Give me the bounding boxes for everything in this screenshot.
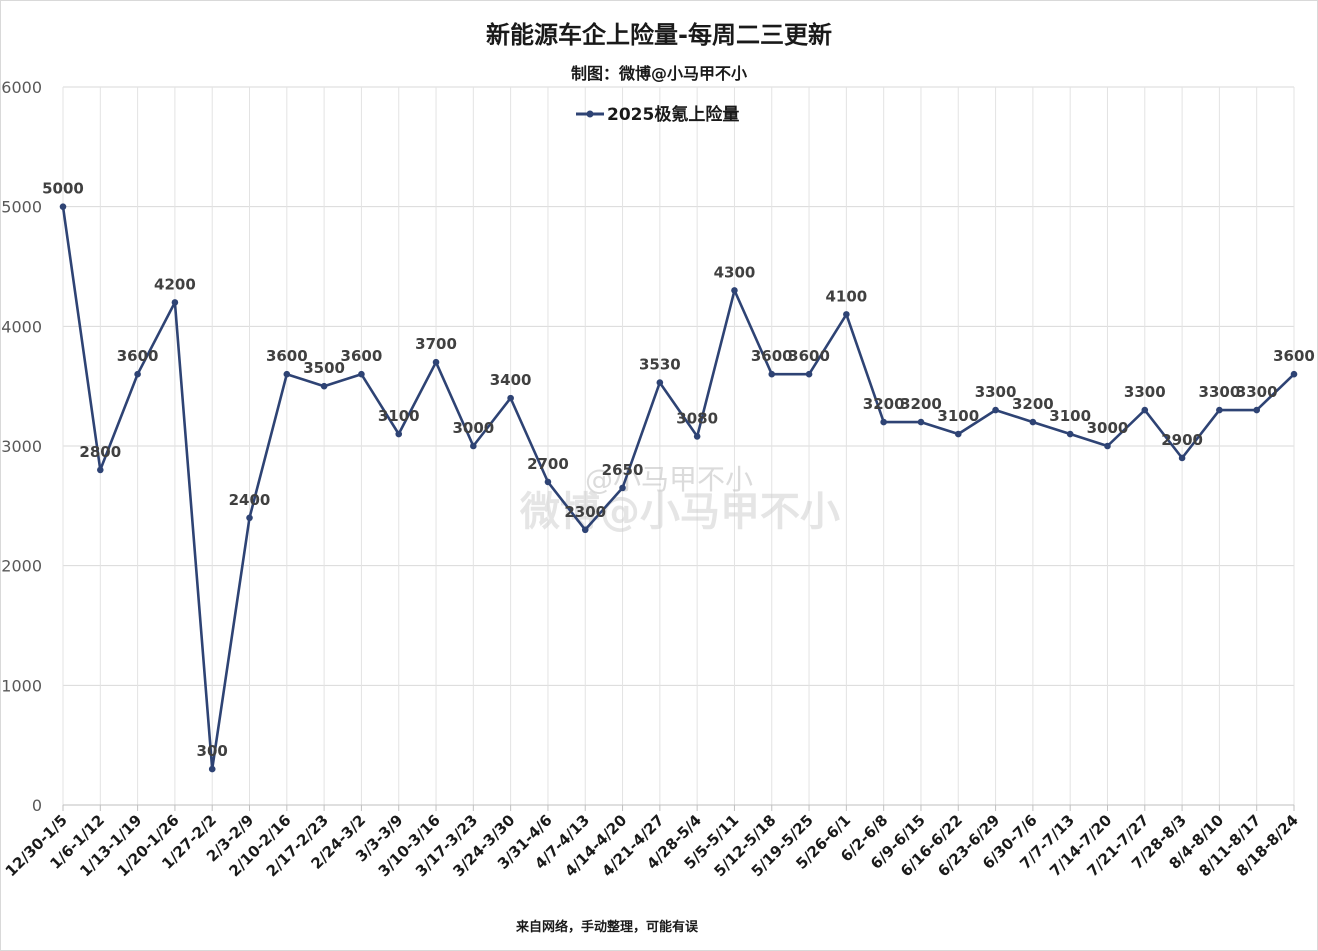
data-point (320, 382, 328, 390)
data-label: 3600 (266, 347, 308, 365)
data-label: 5000 (42, 180, 84, 198)
data-point (1178, 454, 1186, 462)
data-label: 4300 (714, 263, 756, 281)
data-label: 3080 (676, 409, 718, 427)
y-tick-label: 1000 (1, 676, 42, 695)
data-point (1104, 442, 1111, 450)
data-point (59, 203, 67, 210)
grid-lines (62, 86, 1295, 806)
footer-note: 来自网络，手动整理，可能有误 (515, 919, 699, 935)
data-label: 3500 (303, 359, 345, 377)
x-axis-ticks: 12/30-1/51/6-1/121/13-1/191/20-1/261/27-… (2, 805, 1302, 880)
y-axis-ticks: 0 1000 2000 3000 4000 5000 6000 (1, 78, 42, 815)
data-point (843, 311, 850, 318)
data-point (880, 418, 887, 426)
data-point (507, 394, 514, 402)
data-label: 2700 (527, 455, 569, 473)
data-label: 3600 (341, 347, 383, 365)
data-label: 3100 (937, 407, 979, 425)
data-label: 2300 (564, 503, 606, 521)
data-label: 2650 (602, 461, 644, 479)
data-label: 3200 (900, 395, 942, 413)
data-label: 3300 (1199, 383, 1241, 401)
data-point (693, 433, 701, 440)
data-point (1141, 406, 1149, 414)
data-point (992, 406, 999, 414)
data-label: 3200 (1012, 395, 1054, 413)
data-point (246, 514, 253, 522)
data-labels: 5000280036004200300240036003500360031003… (42, 180, 1315, 760)
data-label: 3600 (788, 347, 830, 365)
data-point (283, 370, 291, 378)
data-label: 3300 (1124, 383, 1166, 401)
data-point (358, 370, 365, 378)
data-point (432, 358, 440, 366)
data-label: 2800 (79, 443, 121, 461)
data-point (134, 370, 141, 378)
legend-label: 2025极氪上险量 (607, 104, 739, 125)
data-label: 3530 (639, 356, 681, 374)
data-point (731, 287, 738, 294)
data-label: 3300 (975, 383, 1017, 401)
data-point (1029, 418, 1037, 426)
data-label: 2400 (229, 491, 271, 509)
data-label: 3300 (1236, 383, 1278, 401)
data-point (1216, 406, 1223, 414)
chart-subtitle: 制图：微博@小马甲不小 (571, 64, 747, 83)
data-point (656, 379, 664, 386)
legend-marker-icon (586, 110, 594, 118)
data-point (208, 765, 216, 773)
data-point (619, 484, 626, 492)
data-point (395, 430, 403, 438)
data-label: 3100 (378, 407, 420, 425)
data-point (97, 466, 104, 474)
data-point (171, 299, 179, 306)
data-point (1290, 370, 1298, 378)
data-point (470, 442, 477, 450)
data-label: 2900 (1161, 431, 1203, 449)
y-tick-label: 3000 (1, 437, 42, 456)
data-label: 3000 (1087, 419, 1129, 437)
series-layer (59, 203, 1298, 773)
legend: 2025极氪上险量 (576, 104, 739, 125)
data-label: 3200 (863, 395, 905, 413)
data-point (1066, 430, 1074, 438)
series-line (61, 206, 1295, 771)
data-point (544, 478, 552, 486)
y-tick-label: 2000 (1, 557, 42, 576)
data-point (805, 370, 813, 378)
data-point (1253, 406, 1260, 414)
data-point (954, 430, 962, 438)
watermark: @小马甲不小 微博@小马甲不小 (519, 463, 840, 535)
y-tick-label: 6000 (1, 78, 42, 97)
data-label: 3100 (1049, 407, 1091, 425)
data-point (917, 418, 925, 426)
data-label: 300 (197, 742, 228, 760)
data-label: 3600 (751, 347, 793, 365)
data-label: 3700 (415, 335, 457, 353)
data-point (581, 526, 589, 534)
data-label: 4200 (154, 275, 196, 293)
watermark-line-1: @小马甲不小 (585, 463, 753, 496)
data-label: 3000 (452, 419, 494, 437)
y-tick-label: 5000 (1, 198, 42, 217)
y-tick-label: 0 (32, 796, 42, 815)
data-label: 3600 (1273, 347, 1315, 365)
data-label: 3600 (117, 347, 159, 365)
data-label: 3400 (490, 371, 532, 389)
chart-title: 新能源车企上险量-每周二三更新 (486, 21, 832, 49)
data-point (768, 370, 776, 378)
y-tick-label: 4000 (1, 317, 42, 336)
data-label: 4100 (825, 287, 867, 305)
